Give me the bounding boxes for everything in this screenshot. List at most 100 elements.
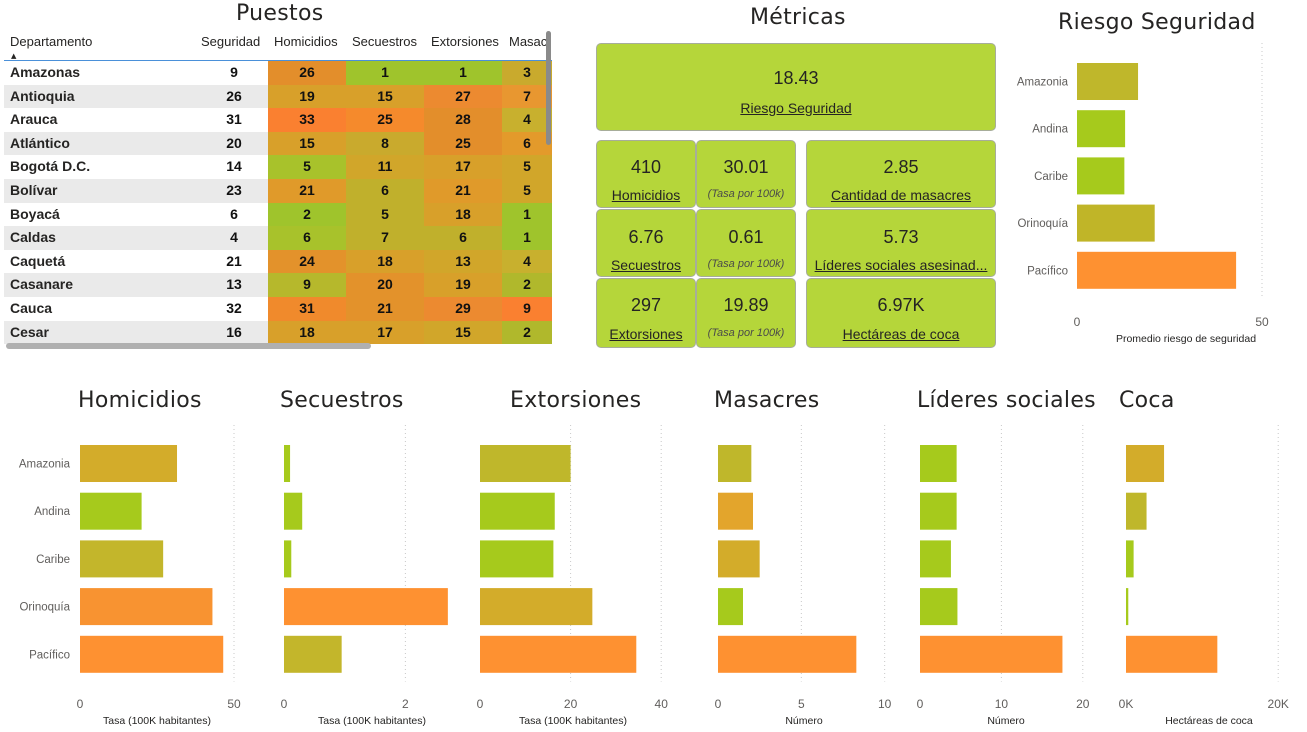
extorsiones-bar[interactable]: [480, 492, 555, 530]
column-header-extorsiones[interactable]: Extorsiones: [431, 34, 499, 49]
masacres-bar[interactable]: [718, 540, 760, 578]
lideres-label[interactable]: Líderes sociales asesinad...: [814, 257, 988, 273]
column-header-secuestros[interactable]: Secuestros: [352, 34, 418, 49]
masacres-label[interactable]: Cantidad de masacres: [830, 187, 972, 203]
column-header-masacres[interactable]: Masac: [509, 34, 548, 49]
homicidios-label[interactable]: Homicidios: [611, 187, 681, 203]
table-row[interactable]: Caldas 4 6 7 6 1: [4, 226, 552, 250]
secuestros-bar[interactable]: [284, 445, 291, 482]
cell-seguridad: 23: [226, 182, 242, 198]
lideres-bar[interactable]: [920, 540, 951, 578]
riesgo-bar[interactable]: [1077, 251, 1237, 289]
cell-homicidios: 33: [268, 108, 347, 132]
cell-homicidios: 31: [268, 297, 347, 321]
masacres-bar[interactable]: [718, 588, 743, 626]
extorsiones-label[interactable]: Extorsiones: [609, 326, 683, 342]
riesgo-bar[interactable]: [1077, 204, 1155, 242]
secuestros-tick-label: 2: [402, 697, 409, 711]
table-row[interactable]: Arauca 31 33 25 28 4: [4, 108, 552, 132]
secuestros-tick-label: 0: [281, 697, 288, 711]
masacres-tick-label: 10: [878, 697, 892, 711]
cell-seguridad: 31: [226, 111, 242, 128]
card-extorsiones[interactable]: 297 Extorsiones: [596, 278, 696, 348]
riesgo-bar[interactable]: [1077, 110, 1126, 148]
lideres-bar[interactable]: [920, 635, 1063, 673]
cell-homicidios: 24: [268, 249, 347, 274]
cell-masacres: 6: [502, 131, 552, 156]
homicidios-bar[interactable]: [80, 445, 178, 482]
card-extorsiones-tasa[interactable]: 19.89 (Tasa por 100k): [696, 278, 796, 348]
lideres-chart-title: Líderes sociales: [917, 388, 1096, 413]
table-row[interactable]: Antioquia 26 19 15 27 7: [4, 84, 552, 109]
card-secuestros[interactable]: 6.76 Secuestros: [596, 209, 696, 277]
riesgo-bar[interactable]: [1077, 63, 1139, 100]
lideres-bar[interactable]: [920, 445, 957, 482]
coca-bar[interactable]: [1126, 540, 1134, 578]
homicidios-tick-label: 50: [227, 697, 241, 711]
masacres-bar[interactable]: [718, 445, 752, 482]
coca-bar[interactable]: [1126, 588, 1129, 626]
secuestros-bar[interactable]: [284, 540, 292, 578]
homicidios-chart-title: Homicidios: [78, 388, 202, 413]
coca-bar[interactable]: [1126, 492, 1147, 530]
cell-extorsiones: 29: [424, 297, 503, 321]
table-row[interactable]: Bolívar 23 21 6 21 5: [4, 179, 552, 203]
table-row[interactable]: Atlántico 20 15 8 25 6: [4, 131, 552, 156]
cell-seguridad: 21: [226, 252, 242, 269]
secuestros-bar[interactable]: [284, 635, 342, 673]
extorsiones-bar[interactable]: [480, 635, 637, 673]
table-vertical-scrollbar[interactable]: [546, 31, 551, 145]
cell-departamento: Bolívar: [10, 182, 58, 198]
extorsiones-bar[interactable]: [480, 588, 593, 626]
extorsiones-bar[interactable]: [480, 445, 571, 482]
table-row[interactable]: Cauca 32 31 21 29 9: [4, 297, 552, 321]
cell-seguridad: 32: [226, 300, 242, 316]
column-header-seguridad[interactable]: Seguridad: [201, 34, 261, 49]
cell-seguridad: 16: [226, 323, 242, 340]
secuestros-bar[interactable]: [284, 588, 448, 626]
masacres-axis-title: Número: [785, 715, 823, 727]
column-header-homicidios[interactable]: Homicidios: [274, 34, 338, 49]
riesgo-seguridad-label[interactable]: Riesgo Seguridad: [740, 100, 852, 116]
card-homicidios[interactable]: 410 Homicidios: [596, 140, 696, 208]
table-row[interactable]: Boyacá 6 2 5 18 1: [4, 202, 552, 227]
homicidios-bar[interactable]: [80, 588, 213, 626]
sort-ascending-icon: ▲: [11, 52, 17, 60]
riesgo-bar[interactable]: [1077, 157, 1125, 195]
secuestros-bar[interactable]: [284, 492, 303, 530]
table-horizontal-scrollbar[interactable]: [6, 343, 371, 349]
lideres-bar[interactable]: [920, 588, 958, 626]
card-riesgo-seguridad[interactable]: 18.43 Riesgo Seguridad: [596, 43, 996, 131]
card-lideres[interactable]: 5.73 Líderes sociales asesinad...: [806, 209, 996, 277]
column-header-departamento[interactable]: Departamento: [10, 34, 93, 49]
card-masacres[interactable]: 2.85 Cantidad de masacres: [806, 140, 996, 208]
lideres-bar[interactable]: [920, 492, 957, 530]
table-row[interactable]: Caquetá 21 24 18 13 4: [4, 249, 552, 274]
table-row[interactable]: Cesar 16 18 17 15 2: [4, 320, 552, 345]
cell-departamento: Boyacá: [10, 205, 60, 222]
masacres-bar[interactable]: [718, 635, 857, 673]
homicidios-bar[interactable]: [80, 540, 164, 578]
cell-extorsiones: 19: [424, 273, 503, 297]
homicidios-bar[interactable]: [80, 635, 224, 673]
secuestros-label[interactable]: Secuestros: [610, 257, 682, 273]
lideres-tick-label: 20: [1076, 697, 1090, 711]
puestos-table[interactable]: Departamento ▲ Seguridad Homicidios Secu…: [4, 30, 552, 348]
cell-masacres: 3: [502, 61, 552, 85]
lideres-tick-label: 0: [917, 697, 924, 711]
table-row[interactable]: Amazonas 9 26 1 1 3: [4, 61, 552, 85]
cell-departamento: Amazonas: [10, 64, 81, 80]
cell-secuestros: 7: [346, 226, 425, 250]
table-row[interactable]: Bogotá D.C. 14 5 11 17 5: [4, 155, 552, 179]
coca-label[interactable]: Hectáreas de coca: [842, 326, 960, 342]
coca-bar[interactable]: [1126, 635, 1218, 673]
homicidios-bar[interactable]: [80, 492, 142, 530]
card-secuestros-tasa[interactable]: 0.61 (Tasa por 100k): [696, 209, 796, 277]
card-coca[interactable]: 6.97K Hectáreas de coca: [806, 278, 996, 348]
masacres-bar[interactable]: [718, 492, 753, 530]
card-homicidios-tasa[interactable]: 30.01 (Tasa por 100k): [696, 140, 796, 208]
cell-masacres: 1: [502, 226, 552, 250]
table-row[interactable]: Casanare 13 9 20 19 2: [4, 273, 552, 297]
extorsiones-bar[interactable]: [480, 540, 554, 578]
coca-bar[interactable]: [1126, 445, 1165, 482]
